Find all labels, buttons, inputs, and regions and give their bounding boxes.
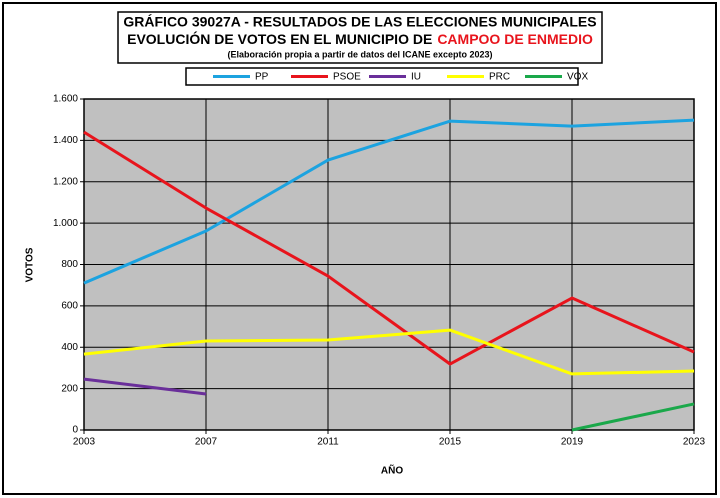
x-axis-label: AÑO	[381, 464, 403, 477]
legend-label: VOX	[567, 72, 588, 83]
x-tick-label: 2023	[683, 437, 706, 448]
x-tick-label: 2019	[561, 437, 584, 448]
series-line	[83, 328, 695, 376]
x-tick-label: 2011	[317, 437, 339, 448]
y-tick-label: 1.200	[53, 176, 78, 187]
subtitle: (Elaboración propia a partir de datos de…	[227, 49, 492, 59]
legend-label: PRC	[489, 72, 510, 83]
legend-label: IU	[411, 72, 421, 83]
y-tick-label: 1.600	[53, 94, 78, 105]
y-tick-label: 800	[61, 259, 78, 270]
x-tick-label: 2015	[439, 437, 462, 448]
x-tick-label: 2003	[73, 437, 96, 448]
y-tick-label: 1.000	[53, 218, 78, 229]
series-line	[83, 377, 207, 396]
title-box	[117, 11, 603, 64]
series-line	[83, 130, 695, 366]
y-tick-label: 600	[61, 301, 78, 312]
y-tick-label: 0	[72, 425, 78, 436]
y-axis-label: VOTOS	[25, 247, 36, 282]
chart-title-line2: EVOLUCIÓN DE VOTOS EN EL MUNICIPIO DE CAM…	[127, 30, 593, 47]
series-line	[83, 118, 695, 285]
x-tick-label: 2007	[195, 437, 218, 448]
plot-border	[83, 98, 695, 431]
title-part: EVOLUCIÓN DE VOTOS EN EL MUNICIPIO DE	[127, 30, 432, 47]
legend-label: PP	[255, 72, 269, 83]
title-highlight: CAMPOO DE ENMEDIO	[437, 31, 593, 47]
series-line	[571, 402, 695, 432]
legend-label: PSOE	[333, 72, 361, 83]
y-tick-label: 400	[61, 342, 78, 353]
y-tick-label: 200	[61, 383, 78, 394]
chart-title: GRÁFICO 39027A - RESULTADOS DE LAS ELECC…	[123, 14, 596, 30]
y-tick-label: 1.400	[53, 135, 78, 146]
